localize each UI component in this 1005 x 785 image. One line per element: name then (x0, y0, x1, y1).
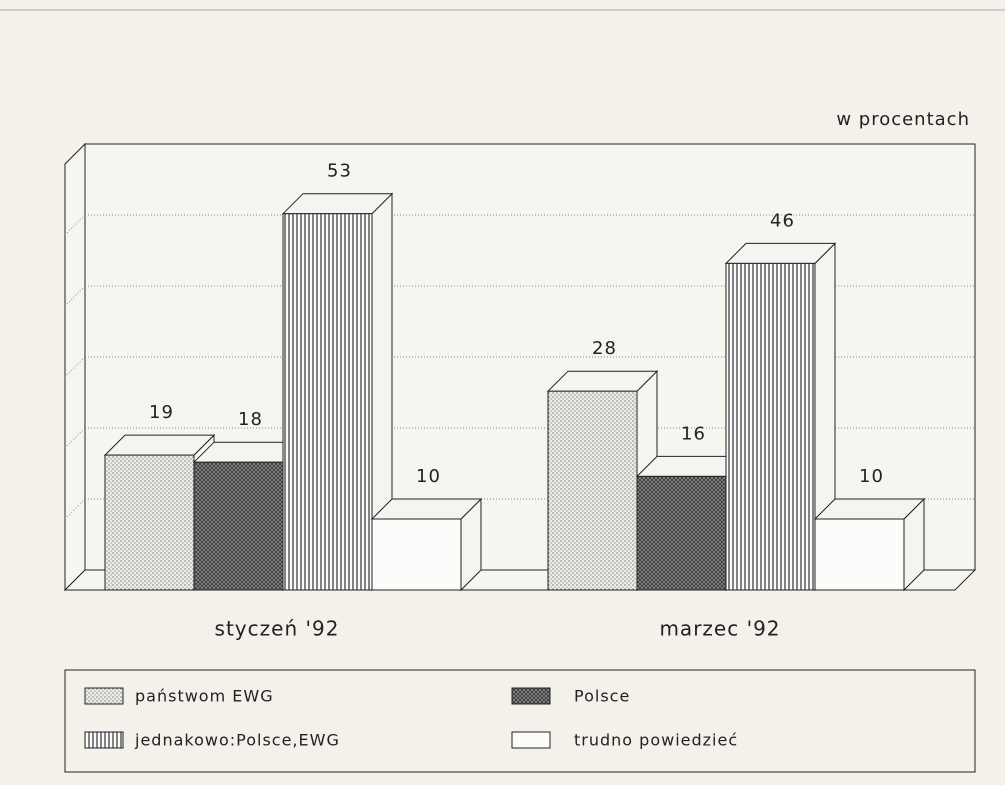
value-label: 10 (416, 466, 441, 487)
bar (104, 454, 195, 591)
bar-top (370, 498, 483, 520)
bar (193, 461, 284, 591)
value-label: 28 (592, 338, 617, 359)
bar-top (724, 242, 837, 264)
legend-swatch (511, 687, 551, 705)
category-label: styczeń '92 (215, 617, 340, 641)
value-label: 19 (149, 402, 174, 423)
bar-top (281, 193, 394, 215)
bar (636, 475, 727, 591)
value-label: 53 (327, 161, 352, 182)
bar-top (813, 498, 926, 520)
category-label: marzec '92 (659, 617, 780, 641)
bar (814, 518, 905, 591)
legend-label: jednakowo:Polsce,EWG (134, 731, 340, 750)
bar (282, 213, 373, 591)
bar (725, 262, 816, 591)
unit-label: w procentach (836, 109, 970, 130)
legend-box (64, 669, 976, 773)
bar (547, 390, 638, 591)
bar-top (546, 370, 659, 392)
legend-swatch (84, 731, 124, 749)
legend-label: trudno powiedzieć (574, 731, 738, 750)
value-label: 18 (238, 409, 263, 430)
value-label: 46 (770, 210, 795, 231)
value-label: 16 (681, 423, 706, 444)
legend-label: państwom EWG (135, 687, 274, 706)
bar-top (103, 434, 216, 456)
legend-swatch (84, 687, 124, 705)
value-label: 10 (859, 466, 884, 487)
side-wall (64, 142, 86, 592)
legend-label: Polsce (574, 687, 630, 706)
legend-swatch (511, 731, 551, 749)
bar (371, 518, 462, 591)
